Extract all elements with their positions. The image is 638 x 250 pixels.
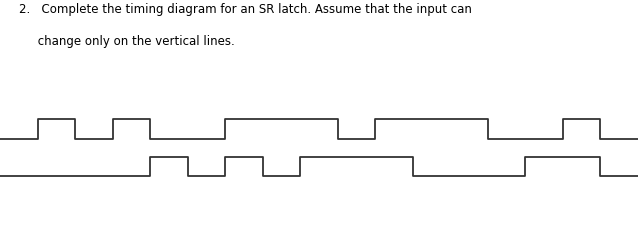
Text: change only on the vertical lines.: change only on the vertical lines.: [19, 35, 235, 48]
Text: 2.   Complete the timing diagram for an SR latch. Assume that the input can: 2. Complete the timing diagram for an SR…: [19, 2, 472, 16]
